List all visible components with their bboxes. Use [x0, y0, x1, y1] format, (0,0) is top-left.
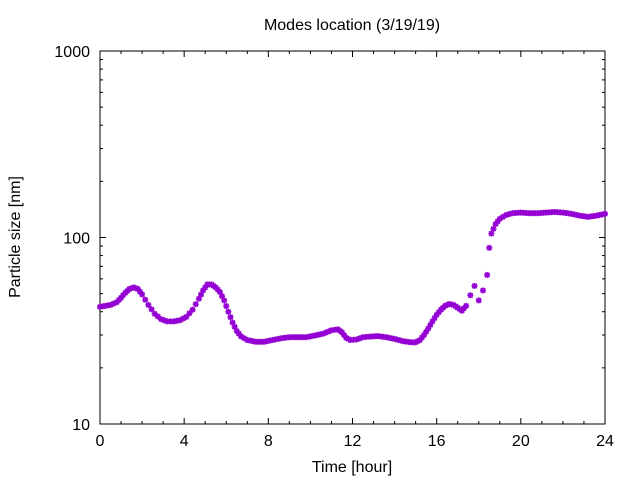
data-point — [479, 287, 486, 294]
data-point-interp — [192, 301, 199, 308]
data-point — [225, 308, 232, 315]
data-point-interp — [490, 225, 497, 232]
data-points — [97, 209, 608, 346]
data-point — [602, 210, 608, 217]
data-point-interp — [223, 303, 230, 310]
x-tick-label: 0 — [96, 433, 105, 450]
axis-ticks: 0 4 8 12 16 20 24 10 100 1000 — [54, 44, 614, 450]
plot-frame — [99, 50, 606, 425]
data-point — [471, 282, 478, 289]
y-axis-label: Particle size [nm] — [7, 176, 24, 298]
data-point — [467, 292, 474, 299]
x-tick-label: 12 — [344, 433, 362, 450]
data-point — [484, 271, 491, 278]
x-tick-label: 8 — [264, 433, 273, 450]
x-tick-label: 24 — [596, 433, 614, 450]
y-tick-label: 10 — [72, 417, 90, 434]
x-tick-label: 4 — [180, 433, 189, 450]
data-point — [145, 301, 152, 308]
data-point-interp — [148, 306, 155, 313]
x-tick-label: 20 — [512, 433, 530, 450]
x-axis-label: Time [hour] — [312, 459, 392, 476]
chart-title: Modes location (3/19/19) — [264, 17, 440, 34]
data-point — [189, 306, 196, 313]
data-point — [486, 244, 493, 251]
data-point — [221, 297, 228, 304]
x-tick-label: 16 — [428, 433, 446, 450]
data-point — [488, 230, 495, 237]
data-point-interp — [227, 314, 234, 321]
data-point-interp — [142, 296, 149, 303]
y-tick-label: 1000 — [54, 44, 90, 61]
data-point-interp — [154, 313, 161, 320]
y-tick-label: 100 — [63, 231, 90, 248]
data-point — [139, 291, 146, 298]
data-point — [475, 297, 482, 304]
data-point — [463, 302, 470, 309]
